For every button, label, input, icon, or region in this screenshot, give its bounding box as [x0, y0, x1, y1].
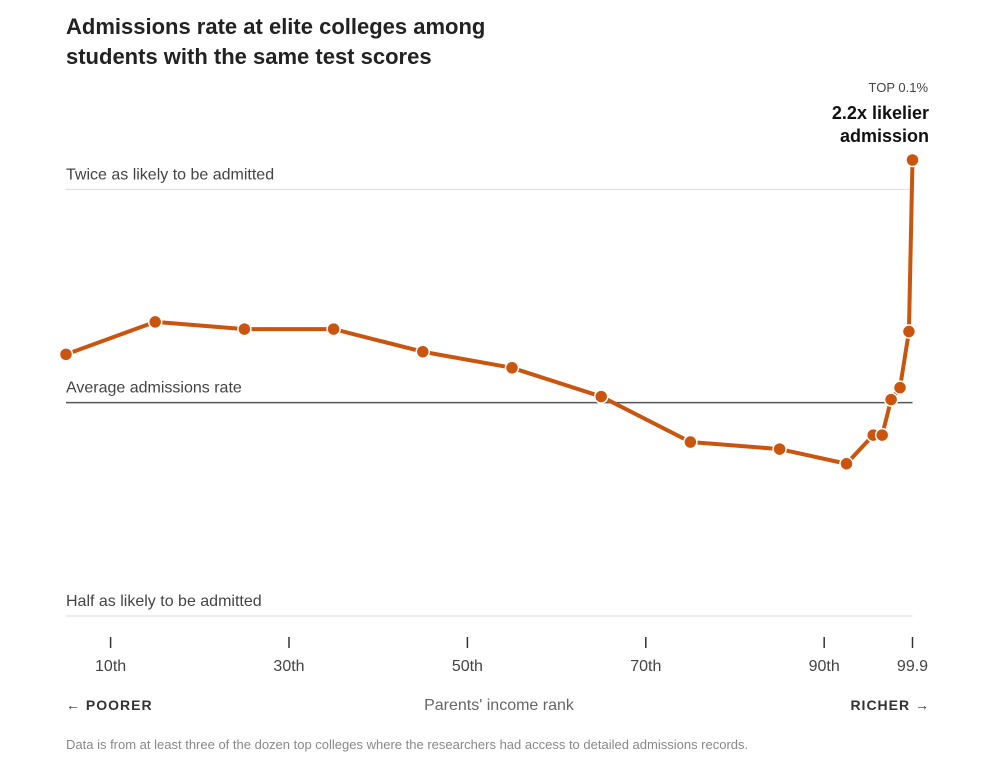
- x-tick-label: 70th: [630, 658, 661, 675]
- annotation-kicker: TOP 0.1%: [868, 80, 929, 95]
- data-point: [58, 347, 74, 362]
- data-point: [839, 456, 854, 471]
- data-point: [772, 441, 787, 457]
- x-tick-label: 10th: [95, 658, 126, 675]
- footnote: Data is from at least three of the dozen…: [66, 737, 749, 752]
- x-tick-label: 30th: [273, 658, 304, 675]
- data-point: [874, 427, 890, 443]
- data-point: [326, 321, 341, 337]
- data-point: [237, 321, 252, 337]
- data-point: [683, 434, 698, 450]
- x-axis-left-label: ← POORER: [66, 697, 153, 713]
- data-line: [65, 159, 915, 466]
- y-tick-label: Average admissions rate: [66, 380, 242, 397]
- y-tick-label: Twice as likely to be admitted: [66, 166, 274, 183]
- x-tick-label: 99.9: [897, 658, 928, 675]
- data-point: [901, 324, 917, 339]
- data-point: [892, 380, 908, 395]
- annotation: 2.2x likelier admission: [831, 103, 929, 146]
- x-tick-label: 50th: [452, 658, 483, 675]
- x-tick-label: 90th: [809, 658, 840, 675]
- data-point: [593, 389, 609, 404]
- data-point: [147, 314, 163, 330]
- data-point: [415, 344, 431, 359]
- y-tick-label: Half as likely to be admitted: [66, 593, 262, 610]
- data-point: [883, 392, 899, 407]
- data-point: [905, 152, 920, 168]
- chart-title: Admissions rate at elite colleges among …: [66, 14, 486, 69]
- data-point: [504, 360, 520, 376]
- x-axis-right-label: RICHER →: [850, 697, 930, 713]
- x-axis-label: Parents' income rank: [424, 697, 575, 714]
